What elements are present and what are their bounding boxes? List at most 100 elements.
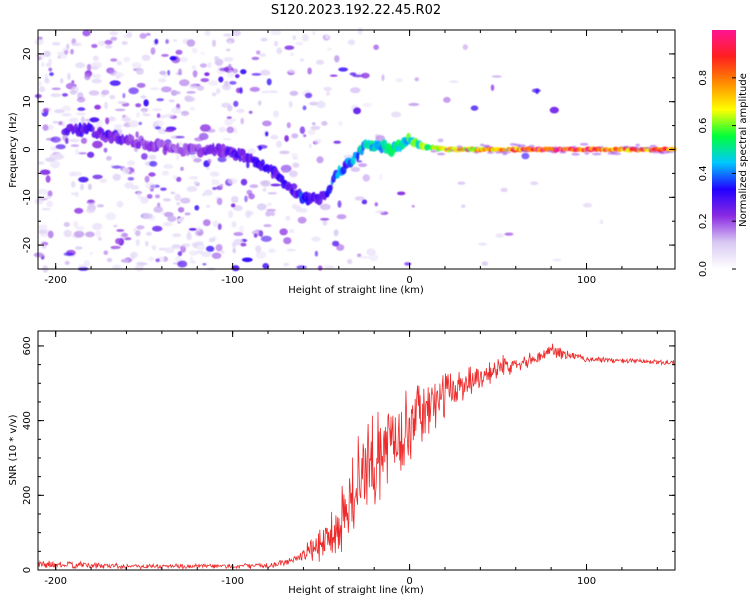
heatmap-ridge-halo — [517, 144, 527, 148]
heatmap-noise-cell — [337, 200, 342, 208]
heatmap-noise-cell — [352, 74, 363, 78]
heatmap-noise-cell — [235, 74, 240, 79]
spectrogram-heatmap — [33, 27, 677, 273]
heatmap-noise-cell — [105, 44, 113, 49]
heatmap-noise-cell — [239, 87, 243, 94]
heatmap-noise-cell — [136, 262, 148, 266]
heatmap-noise-cell — [314, 250, 319, 257]
heatmap-ridge-halo — [456, 145, 463, 149]
heatmap-noise-cell — [176, 176, 182, 182]
heatmap-noise-cell — [52, 120, 59, 124]
heatmap-ridge-halo — [436, 152, 446, 156]
heatmap-noise-cell — [232, 68, 239, 74]
heatmap-noise-cell — [167, 215, 177, 222]
heatmap-noise-cell — [38, 224, 48, 231]
heatmap-noise-cell — [226, 48, 231, 52]
heatmap-ridge-cell — [91, 126, 95, 132]
heatmap-noise-cell — [366, 248, 376, 256]
heatmap-noise-cell — [139, 33, 147, 39]
heatmap-noise-cell — [89, 117, 100, 123]
heatmap-noise-cell — [504, 232, 514, 236]
heatmap-noise-cell — [45, 175, 51, 183]
heatmap-noise-cell — [121, 41, 128, 45]
heatmap-noise-cell — [61, 112, 72, 117]
heatmap-noise-cell — [397, 191, 406, 196]
heatmap-noise-cell — [180, 197, 191, 204]
heatmap-noise-cell — [275, 136, 280, 140]
heatmap-noise-cell — [249, 184, 259, 189]
heatmap-noise-cell — [332, 240, 340, 247]
heatmap-noise-cell — [47, 230, 54, 239]
heatmap-ridge-halo — [579, 142, 589, 146]
heatmap-noise-cell — [228, 63, 232, 70]
heatmap-noise-cell — [190, 154, 197, 158]
heatmap-noise-cell — [44, 196, 52, 199]
heatmap-noise-cell — [64, 260, 70, 265]
y-tick-label: -20 — [22, 237, 33, 253]
heatmap-noise-cell — [63, 229, 72, 238]
heatmap-noise-cell — [130, 171, 136, 175]
heatmap-noise-cell — [92, 55, 99, 62]
heatmap-noise-cell — [172, 233, 182, 238]
heatmap-noise-cell — [333, 140, 342, 144]
heatmap-noise-cell — [136, 111, 141, 118]
heatmap-noise-cell — [37, 188, 48, 195]
heatmap-noise-cell — [53, 94, 60, 97]
heatmap-noise-cell — [361, 199, 368, 205]
heatmap-noise-cell — [135, 263, 144, 272]
heatmap-noise-cell — [159, 70, 167, 75]
heatmap-noise-cell — [207, 80, 219, 86]
x-tick-label: 100 — [577, 576, 596, 587]
heatmap-noise-cell — [177, 260, 188, 268]
heatmap-noise-cell — [268, 248, 276, 254]
heatmap-noise-cell — [552, 258, 562, 262]
heatmap-noise-cell — [194, 205, 200, 211]
heatmap-noise-cell — [109, 31, 119, 36]
heatmap-noise-cell — [97, 204, 104, 208]
heatmap-noise-cell — [184, 95, 193, 102]
heatmap-noise-cell — [51, 87, 61, 91]
heatmap-noise-cell — [56, 51, 64, 56]
heatmap-noise-cell — [186, 39, 196, 47]
heatmap-noise-cell — [164, 113, 174, 119]
heatmap-noise-cell — [104, 39, 113, 45]
heatmap-noise-cell — [50, 136, 61, 143]
heatmap-noise-cell — [58, 121, 63, 126]
heatmap-noise-cell — [74, 191, 79, 198]
heatmap-noise-cell — [127, 177, 135, 181]
heatmap-noise-cell — [230, 203, 236, 208]
heatmap-noise-cell — [95, 230, 102, 237]
heatmap-noise-cell — [211, 178, 215, 186]
heatmap-noise-cell — [97, 40, 106, 46]
heatmap-noise-cell — [45, 157, 56, 162]
heatmap-noise-cell — [175, 255, 182, 263]
heatmap-noise-cell — [266, 208, 276, 212]
snr-x-axis-label: Height of straight line (km) — [288, 585, 424, 596]
heatmap-noise-cell — [267, 192, 278, 195]
heatmap-ridge-cell — [166, 141, 170, 148]
heatmap-noise-cell — [240, 242, 247, 247]
heatmap-noise-cell — [295, 205, 302, 213]
heatmap-noise-cell — [308, 143, 312, 149]
heatmap-noise-cell — [48, 124, 54, 130]
heatmap-noise-cell — [231, 195, 239, 204]
heatmap-noise-cell — [336, 214, 347, 220]
heatmap-noise-cell — [161, 210, 165, 216]
heatmap-noise-cell — [98, 236, 102, 241]
heatmap-noise-cell — [146, 194, 153, 199]
heatmap-noise-cell — [87, 183, 92, 190]
heatmap-noise-cell — [258, 146, 263, 151]
colorbar-tick-label: 0.8 — [698, 70, 709, 86]
heatmap-noise-cell — [177, 207, 185, 213]
heatmap-noise-cell — [199, 63, 207, 68]
heatmap-noise-cell — [218, 76, 224, 83]
heatmap-noise-cell — [206, 166, 210, 170]
heatmap-noise-cell — [191, 242, 197, 247]
heatmap-noise-cell — [286, 248, 296, 252]
heatmap-noise-cell — [80, 137, 88, 144]
heatmap-noise-cell — [361, 72, 370, 79]
heatmap-noise-cell — [222, 137, 232, 141]
heatmap-noise-cell — [481, 261, 489, 266]
